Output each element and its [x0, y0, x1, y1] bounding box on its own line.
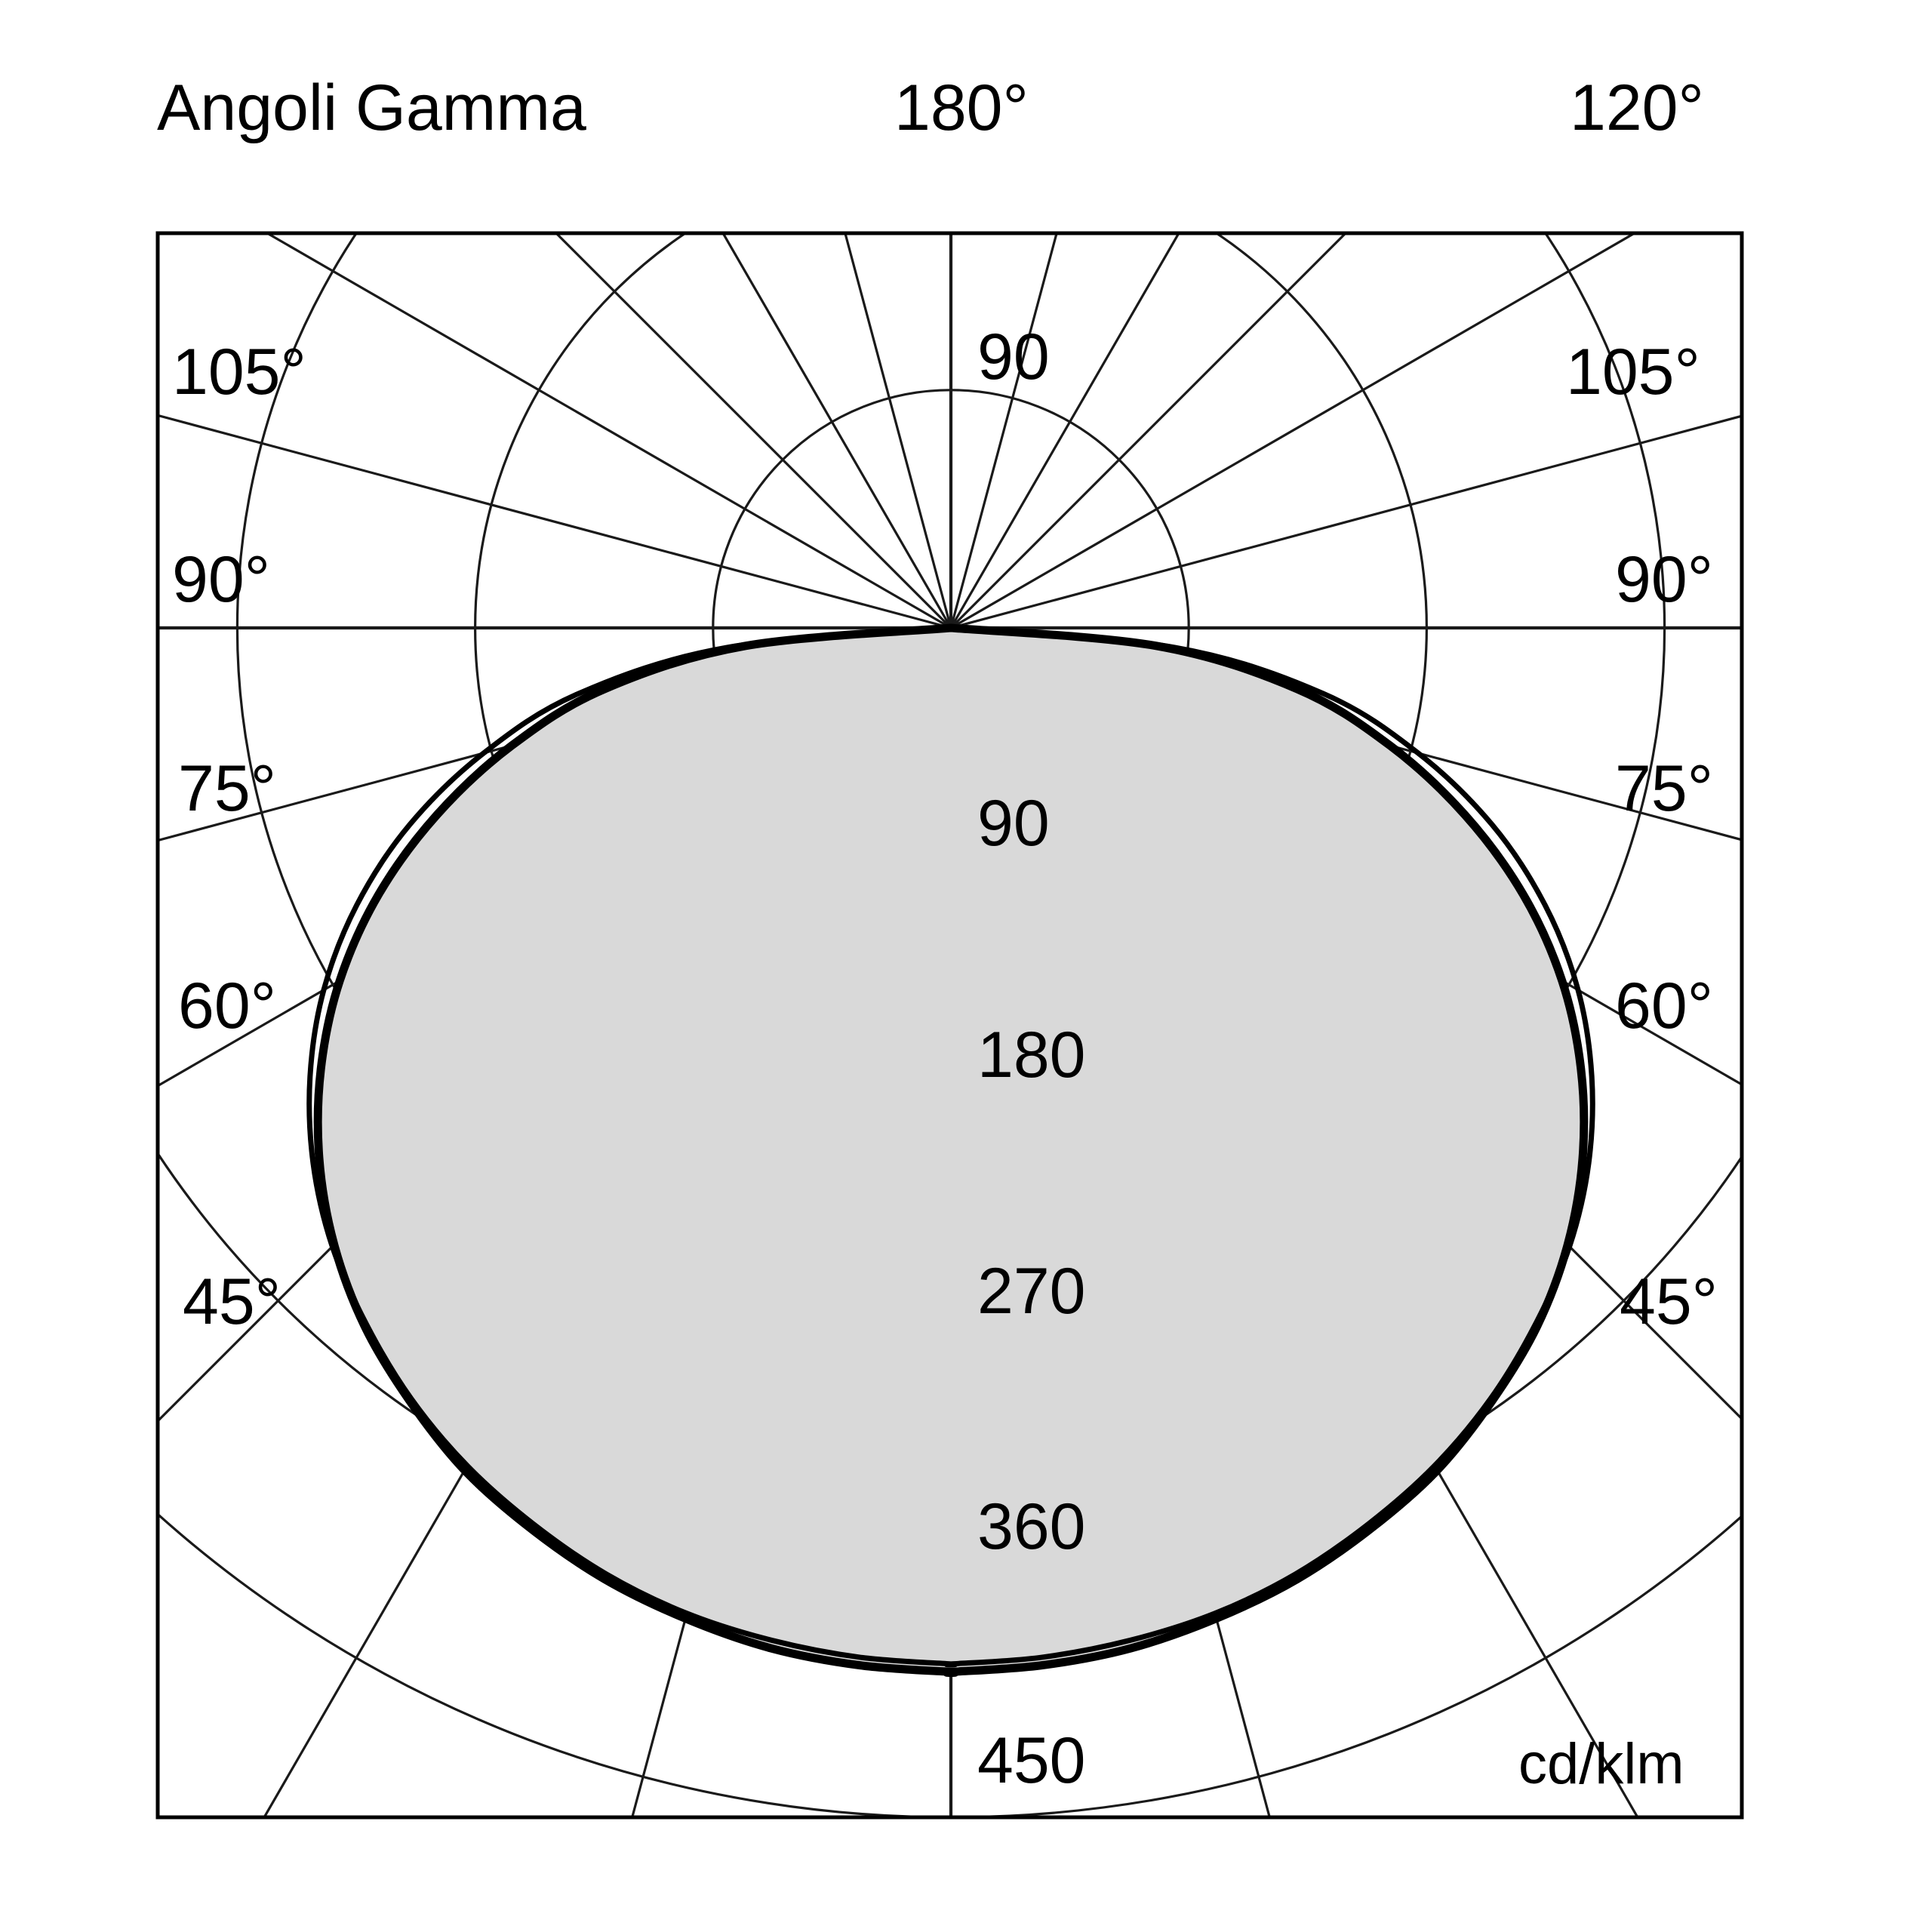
spoke-315: [554, 233, 952, 629]
gamma-label-left-60: 60°: [178, 970, 277, 1042]
curve-C90-C270: [306, 625, 1595, 1668]
spoke-30: [949, 233, 1180, 629]
gamma-label-left-45: 45°: [183, 1266, 281, 1338]
fill-region: [318, 628, 1584, 1673]
radial-tick-upper-90: 90: [977, 321, 1050, 393]
spoke-45: [949, 233, 1348, 629]
spoke-300: [264, 233, 952, 629]
radial-tick-450: 450: [977, 1724, 1086, 1797]
unit-label: cd/klm: [1518, 1732, 1684, 1796]
radial-tick-360: 360: [977, 1491, 1086, 1563]
spoke-15: [949, 233, 1058, 629]
curve-C0-C180: [313, 623, 1589, 1677]
gamma-label-right-60: 60°: [1615, 970, 1714, 1042]
spoke-345: [844, 233, 952, 629]
gamma-label-left-105: 105°: [172, 336, 306, 408]
gamma-label-left-75: 75°: [178, 752, 277, 825]
distribution-curves: [306, 623, 1595, 1677]
spoke-285: [158, 414, 952, 629]
radial-tick-90: 90: [977, 787, 1050, 860]
spoke-330: [721, 233, 952, 629]
distribution-fill: [318, 628, 1584, 1673]
gamma-label-right-105: 105°: [1566, 336, 1700, 408]
angle-label-180-top: 180°: [894, 72, 1029, 144]
spoke-60: [950, 233, 1638, 629]
gamma-label-right-45: 45°: [1620, 1266, 1718, 1338]
angle-label-120-top-right: 120°: [1570, 72, 1704, 144]
page-title: Angoli Gamma: [157, 72, 586, 144]
plot-frame: [155, 231, 1744, 1820]
radial-tick-180: 180: [977, 1019, 1086, 1091]
radial-tick-270: 270: [977, 1255, 1086, 1327]
gamma-label-right-90: 90°: [1615, 543, 1714, 616]
gamma-label-right-75: 75°: [1615, 752, 1714, 825]
gamma-label-left-90: 90°: [172, 543, 271, 616]
spoke-75: [950, 414, 1742, 629]
